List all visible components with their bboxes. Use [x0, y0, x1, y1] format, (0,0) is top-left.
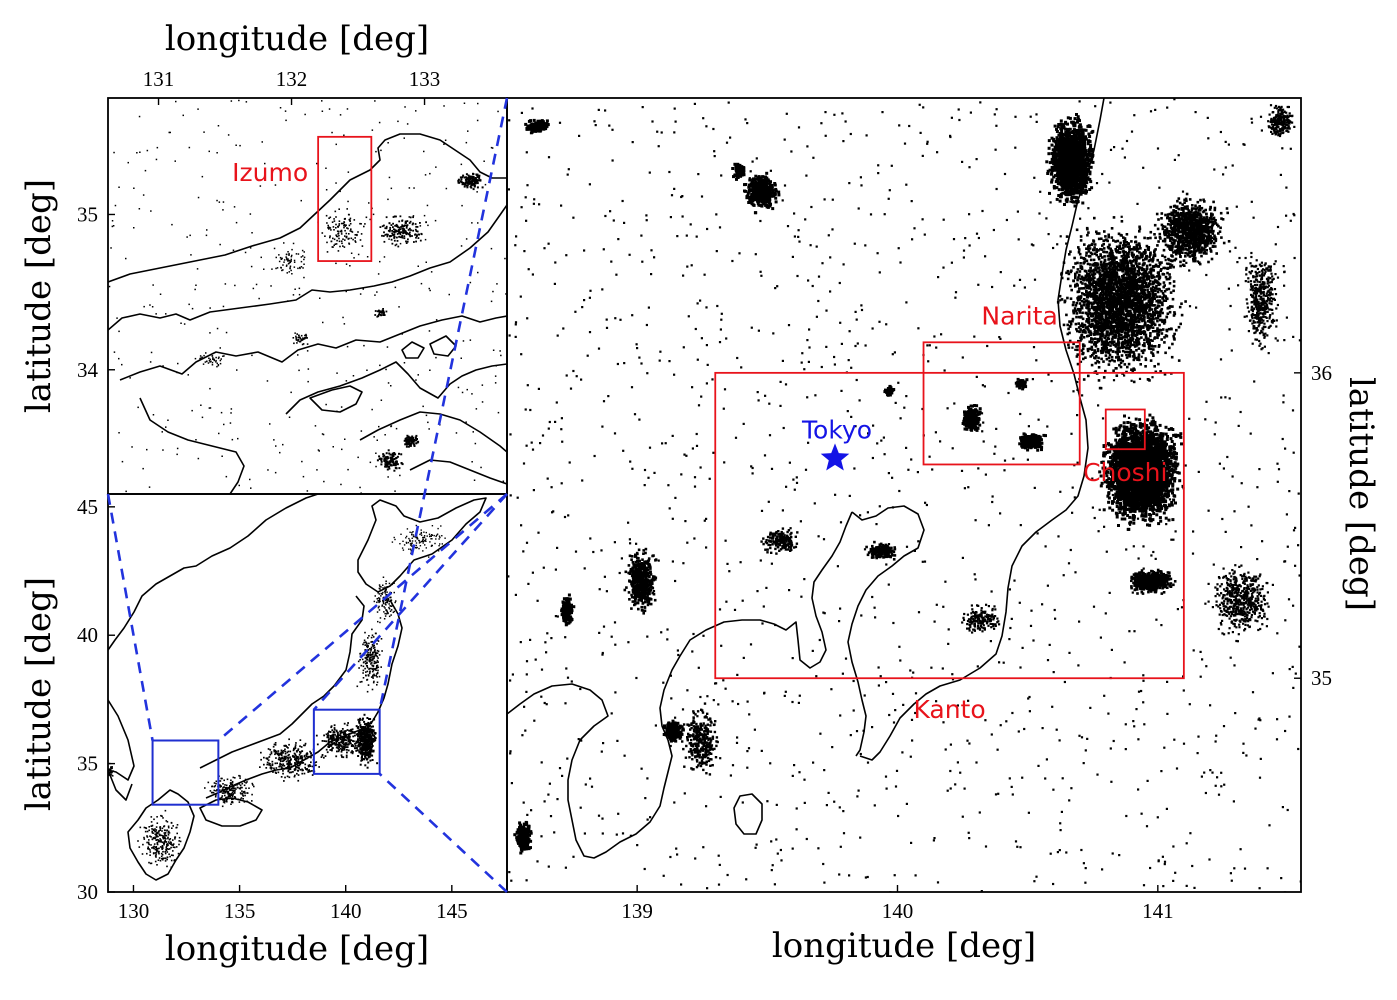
observation-points-kanto — [507, 98, 1301, 892]
y-tick-label: 34 — [77, 358, 99, 382]
regions-kanto: Narita Kanto Choshi — [714, 301, 1185, 724]
x-tick-label: 141 — [1142, 899, 1174, 923]
region-box-choshi — [1104, 408, 1146, 451]
city-label-tokyo: Tokyo — [801, 415, 872, 444]
x-tick-label: 140 — [882, 899, 914, 923]
x-tick-label: 139 — [621, 899, 653, 923]
regions-western: Izumo — [232, 135, 373, 262]
observation-points-western — [108, 99, 507, 494]
city-marker-group: Tokyo — [801, 415, 872, 471]
y-tick-label: 35 — [77, 752, 98, 776]
x-tick-label: 145 — [436, 899, 468, 923]
zoom-box-kanto — [312, 708, 381, 775]
region-label-narita: Narita — [981, 301, 1057, 330]
x-axis-title-right: longitude [deg] — [772, 926, 1036, 966]
x-tick-label: 140 — [330, 899, 362, 923]
tokyo-star-icon — [820, 443, 850, 471]
panel-kanto-map: 139 140 141 36 35 Narita Kanto Choshi Tokyo lo… — [506, 97, 1381, 966]
panel-western-japan-map: 131 132 133 35 34 Izumo longitude [deg] lati… — [19, 19, 508, 495]
region-label-choshi: Choshi — [1083, 458, 1167, 487]
observation-points-japan — [108, 524, 449, 869]
zoom-box-west — [151, 739, 220, 806]
region-box-narita — [922, 341, 1081, 466]
y-tick-label: 40 — [77, 623, 98, 647]
region-label-kanto: Kanto — [913, 695, 985, 724]
y-tick-label: 35 — [77, 202, 98, 226]
coastline-japan — [108, 494, 487, 881]
zoom-boxes — [151, 708, 381, 806]
axis-ticks-japan: 130 135 140 145 45 40 35 30 — [77, 495, 468, 923]
y-axis-title-bottom-left: latitude [deg] — [19, 577, 59, 811]
x-tick-label: 135 — [224, 899, 256, 923]
axis-ticks-western: 131 132 133 35 34 — [77, 67, 440, 382]
coastline-western — [108, 133, 507, 494]
x-tick-label: 130 — [118, 899, 150, 923]
axis-ticks-kanto: 139 140 141 36 35 — [621, 361, 1332, 923]
x-tick-label: 133 — [409, 67, 441, 91]
x-axis-title-bottom-left: longitude [deg] — [165, 929, 429, 969]
x-axis-title-top: longitude [deg] — [165, 19, 429, 59]
region-label-izumo: Izumo — [232, 158, 308, 187]
y-axis-title-top-left: latitude [deg] — [19, 179, 59, 413]
region-box-kanto — [714, 371, 1185, 680]
zoom-connector-line — [378, 97, 509, 710]
y-tick-label: 35 — [1311, 666, 1332, 690]
y-axis-title-right: latitude [deg] — [1341, 377, 1381, 611]
x-tick-label: 131 — [143, 67, 175, 91]
zoom-connector-line — [106, 493, 154, 741]
y-tick-label: 45 — [77, 495, 98, 519]
y-tick-label: 36 — [1311, 361, 1332, 385]
y-tick-label: 30 — [77, 880, 98, 904]
zoom-connector-lines — [106, 97, 509, 893]
zoom-connector-line — [312, 493, 508, 711]
panel-japan-overview-map: 130 135 140 145 45 40 35 30 longitude [deg] lat… — [19, 493, 508, 969]
x-tick-label: 132 — [276, 67, 308, 91]
coastline-kanto — [507, 98, 1105, 859]
zoom-connector-line — [217, 493, 508, 742]
zoom-connector-line — [378, 772, 508, 893]
region-box-izumo — [317, 135, 373, 262]
